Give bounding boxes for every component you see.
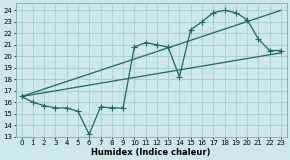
X-axis label: Humidex (Indice chaleur): Humidex (Indice chaleur) — [91, 148, 211, 156]
